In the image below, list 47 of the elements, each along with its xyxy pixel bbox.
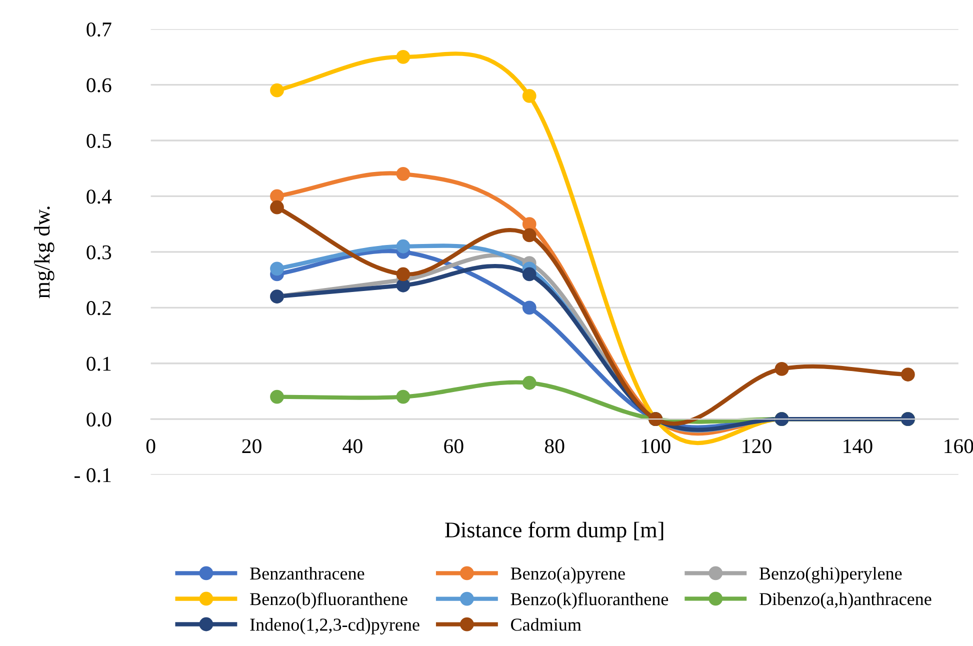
x-tick-label: 20 <box>242 439 262 454</box>
point <box>396 278 410 292</box>
legend-label: Indeno(1,2,3-cd)pyrene <box>250 618 420 634</box>
x-tick-label: 40 <box>342 439 362 454</box>
point <box>522 217 536 232</box>
point <box>396 267 410 282</box>
legend-label: Benzanthracene <box>250 566 364 580</box>
point <box>270 189 284 204</box>
legend-label: Cadmium <box>511 618 582 631</box>
point <box>396 50 410 64</box>
x-tick-label: 140 <box>844 439 872 454</box>
point <box>522 267 536 282</box>
legend-label: Benzo(a)pyrene <box>510 566 625 584</box>
point <box>270 200 284 214</box>
point <box>900 368 915 382</box>
x-tick-label: 0 <box>146 439 156 454</box>
y-tick-label: 0.7 <box>86 22 112 37</box>
x-tick-label: 120 <box>742 439 772 454</box>
y-tick-label: 0.6 <box>86 78 112 92</box>
point <box>522 228 536 242</box>
point <box>522 88 536 103</box>
x-tick-label: 160 <box>944 439 973 454</box>
point <box>270 83 284 98</box>
point <box>522 376 536 390</box>
point <box>522 300 536 315</box>
x-tick-label: 80 <box>544 439 564 454</box>
y-tick-label: 0.0 <box>86 412 112 427</box>
point <box>270 262 284 276</box>
y-tick-label: - 0.1 <box>74 468 111 482</box>
legend-label: Benzo(ghi)perylene <box>759 566 902 584</box>
x-tick-label: 100 <box>642 439 670 454</box>
y-axis-title: mg/kg dw. <box>34 206 54 298</box>
point <box>396 166 410 181</box>
point <box>774 362 789 376</box>
legend-label: Benzo(k)fluoranthene <box>510 592 668 609</box>
y-tick-label: 0.5 <box>86 134 112 148</box>
y-tick-label: 0.2 <box>86 301 111 316</box>
point <box>270 390 284 404</box>
point <box>396 390 410 404</box>
legend-label: Dibenzo(a,h)anthracene <box>759 592 932 609</box>
y-tick-label: 0.4 <box>86 190 112 204</box>
y-tick-label: 0.3 <box>86 245 112 260</box>
x-axis-title: Distance form dump [m] <box>445 522 664 542</box>
y-tick-label: 0.1 <box>86 356 111 371</box>
point <box>396 239 410 254</box>
legend-label: Benzo(b)fluoranthene <box>250 592 408 609</box>
x-tick-label: 60 <box>444 439 464 454</box>
